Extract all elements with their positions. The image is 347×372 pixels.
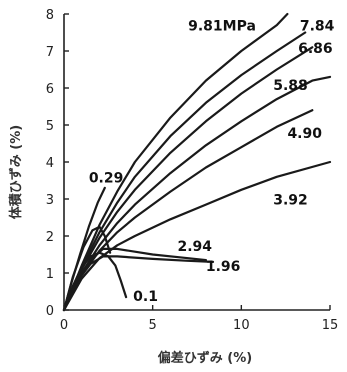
x-tick-label: 0: [60, 318, 68, 333]
series-curve-6: [62, 247, 207, 312]
plot-area: 0 5 10 15 0 1 2 3 4 5 6 7 8 9.81MPa 7.84 6.86 5.88 4.90 3…: [46, 8, 339, 333]
series-label-7: 1.96: [206, 259, 241, 275]
y-tick-label: 1: [46, 267, 54, 282]
series-label-1: 7.84: [300, 19, 335, 35]
y-axis-label: 体積ひずみ (%): [8, 125, 24, 219]
y-tick-label: 5: [46, 119, 54, 134]
series-curve-2: [62, 46, 314, 312]
series-curve-9: [62, 251, 128, 312]
series-curve-4: [62, 109, 314, 312]
y-tick-label: 8: [46, 8, 54, 23]
series-curve-5: [62, 160, 332, 312]
series-label-5: 3.92: [273, 193, 308, 209]
y-tick-label: 7: [46, 45, 54, 60]
series-curve-1: [62, 31, 307, 312]
y-tick-label: 2: [46, 230, 54, 245]
x-tick-label: 10: [233, 318, 250, 333]
x-axis-label: 偏差ひずみ (%): [158, 350, 252, 366]
series-label-9: 0.1: [133, 289, 158, 305]
series-curve-0: [62, 12, 289, 312]
y-tick-label: 6: [46, 82, 54, 97]
y-tick-label: 0: [46, 304, 54, 319]
series-label-4: 4.90: [287, 126, 322, 142]
series-label-3: 5.88: [273, 78, 308, 94]
y-tick-label: 3: [46, 193, 54, 208]
series-label-0: 9.81MPa: [188, 19, 256, 35]
series-label-6: 2.94: [177, 239, 212, 255]
series-curve-10: [62, 225, 112, 312]
x-tick-label: 15: [322, 318, 339, 333]
series-label-8: 0.29: [89, 170, 124, 186]
series-label-2: 6.86: [298, 41, 333, 57]
series-curve-7: [62, 255, 215, 312]
series-labels: 9.81MPa 7.84 6.86 5.88 4.90 3.92 2.94 1.96 0.29 0…: [89, 19, 335, 305]
y-tick-label: 4: [46, 156, 54, 171]
ticks: 0 5 10 15 0 1 2 3 4 5 6 7 8: [46, 8, 339, 333]
axes: [63, 14, 330, 311]
curves: [62, 12, 332, 312]
x-tick-label: 5: [149, 318, 157, 333]
